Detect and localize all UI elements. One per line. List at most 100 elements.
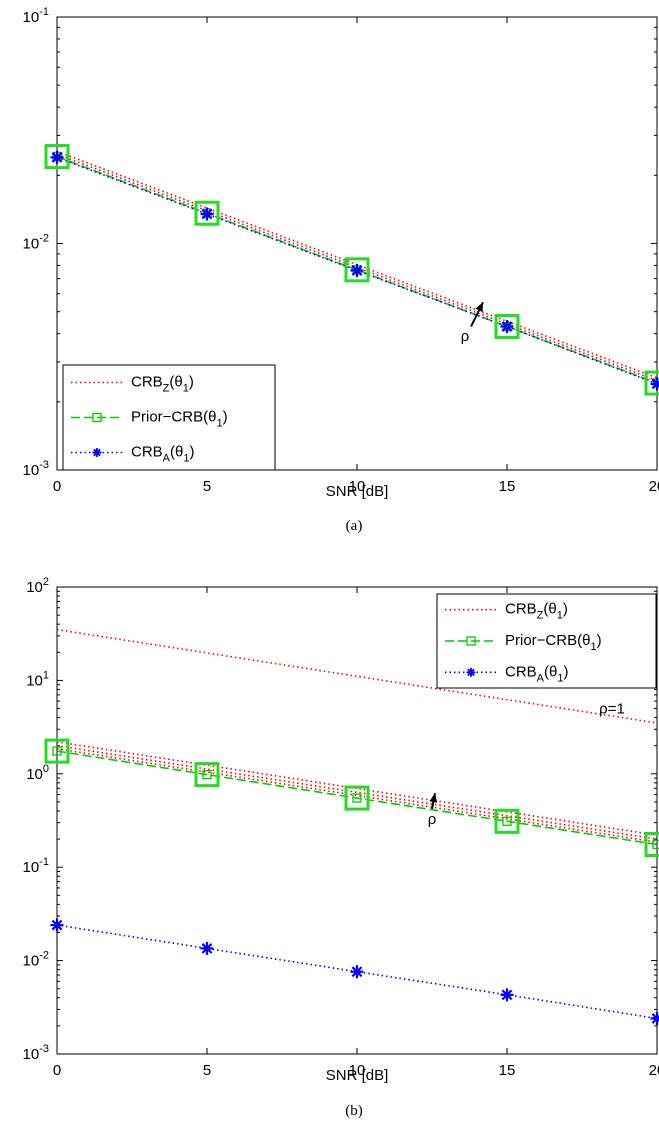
marker-asterisk <box>500 320 514 334</box>
marker-stroke <box>51 919 63 931</box>
annotation-label: ρ <box>461 328 470 345</box>
y-tick-label: 10-1 <box>23 6 49 26</box>
legend-label-part: ) <box>223 409 228 426</box>
marker-square <box>502 816 512 826</box>
y-tick-base: 10 <box>23 462 40 479</box>
marker-square <box>52 746 62 756</box>
x-tick-label: 20 <box>649 478 659 495</box>
marker-stroke <box>51 152 63 163</box>
y-tick-label: 10-3 <box>23 459 49 479</box>
y-tick-exponent: 2 <box>43 576 49 588</box>
x-tick-label: 10 <box>349 478 366 495</box>
marker-asterisk <box>650 1011 659 1025</box>
x-tick-label: 15 <box>499 1062 516 1079</box>
legend-label-part: A <box>537 672 545 684</box>
x-tick-label: 0 <box>53 1062 61 1079</box>
x-tick-label: 20 <box>649 1062 659 1079</box>
marker-asterisk <box>350 965 364 979</box>
marker-square <box>652 839 659 850</box>
legend-marker-square <box>92 412 102 423</box>
marker-stroke <box>501 989 513 1001</box>
x-tick-label: 0 <box>53 478 61 495</box>
annotation-label: ρ <box>428 811 437 828</box>
series-line <box>57 748 657 843</box>
legend-label-part: ) <box>563 663 568 680</box>
legend-entry: CRBZ(θ1) <box>71 374 194 395</box>
legend-label-part: ) <box>597 632 602 649</box>
marker-stroke <box>93 448 101 457</box>
legend-label-part: (θ <box>577 632 590 649</box>
highlight-box <box>44 738 70 764</box>
legend-entry: CRBZ(θ1) <box>445 601 568 622</box>
highlight-box <box>44 144 70 170</box>
y-tick-exponent: -1 <box>39 856 49 868</box>
legend-label-part: CRB <box>131 444 163 461</box>
marker-stroke <box>501 321 513 332</box>
y-tick-label: 10-3 <box>23 1043 49 1063</box>
legend-entry: CRBA(θ1) <box>445 663 568 684</box>
series-line <box>57 750 657 846</box>
x-axis-label: SNR [dB] <box>326 1067 389 1084</box>
y-tick-base: 10 <box>23 1046 40 1063</box>
y-tick-base: 10 <box>23 859 40 876</box>
arrow-head <box>475 302 483 313</box>
legend-label-part: 1 <box>557 672 563 684</box>
legend-marker-asterisk <box>466 667 476 677</box>
legend-entry: CRBA(θ1) <box>71 444 194 465</box>
legend-label-part: (θ <box>169 374 182 391</box>
y-tick-label: 100 <box>26 763 49 783</box>
legend-label: Prior−CRB(θ1) <box>505 632 602 653</box>
marker-asterisk <box>50 918 64 932</box>
legend-entry: Prior−CRB(θ1) <box>445 632 602 653</box>
legend-label-part: CRB <box>505 663 537 680</box>
marker-stroke <box>351 966 363 978</box>
legend-label-part: 1 <box>557 610 563 622</box>
x-tick-label: 5 <box>203 478 211 495</box>
y-tick-exponent: -2 <box>39 950 49 962</box>
marker-asterisk <box>650 377 659 391</box>
highlight-box <box>344 785 370 811</box>
highlight-box <box>644 370 659 396</box>
marker-stroke <box>651 380 659 390</box>
y-tick-exponent: -1 <box>39 6 49 18</box>
marker-square <box>202 769 212 780</box>
marker-asterisk <box>500 988 514 1002</box>
highlight-box <box>194 762 220 788</box>
legend-label-part: A <box>163 453 171 465</box>
annotation-arrow <box>470 301 484 327</box>
legend-label-part: 1 <box>590 641 596 653</box>
marker-asterisk <box>200 207 214 221</box>
legend-label-part: (θ <box>544 663 557 680</box>
y-tick-exponent: -3 <box>39 459 49 471</box>
panel-caption: (b) <box>345 1103 363 1119</box>
legend-label: CRBZ(θ1) <box>131 374 194 395</box>
highlight-box <box>194 200 220 226</box>
x-tick-label: 10 <box>349 1062 366 1079</box>
y-tick-exponent: -3 <box>39 1043 49 1055</box>
annotation-arrow <box>429 793 438 810</box>
legend-label-part: 1 <box>183 453 189 465</box>
y-tick-label: 101 <box>26 669 49 689</box>
legend-label-part: Prior−CRB <box>505 632 577 649</box>
legend-label-part: 1 <box>183 383 189 395</box>
highlight-box <box>494 808 520 834</box>
marker-stroke <box>467 668 475 677</box>
legend-label-part: ) <box>189 444 194 461</box>
y-tick-label: 10-2 <box>23 233 49 253</box>
legend-label-part: Z <box>163 383 170 395</box>
legend-label-part: 1 <box>216 418 222 430</box>
y-tick-base: 10 <box>23 953 40 970</box>
panel-caption: (a) <box>346 518 363 534</box>
legend: CRBZ(θ1)Prior−CRB(θ1)CRBA(θ1) <box>436 593 657 689</box>
highlight-box <box>644 832 659 858</box>
x-tick-label: 15 <box>499 478 516 495</box>
legend-label: CRBA(θ1) <box>131 444 194 465</box>
marker-asterisk <box>350 263 364 277</box>
annotation-label: ρ=1 <box>599 701 625 718</box>
legend-label-part: ) <box>189 374 194 391</box>
marker-stroke <box>201 208 213 220</box>
y-tick-exponent: 0 <box>43 763 49 775</box>
y-tick-base: 10 <box>26 579 43 596</box>
